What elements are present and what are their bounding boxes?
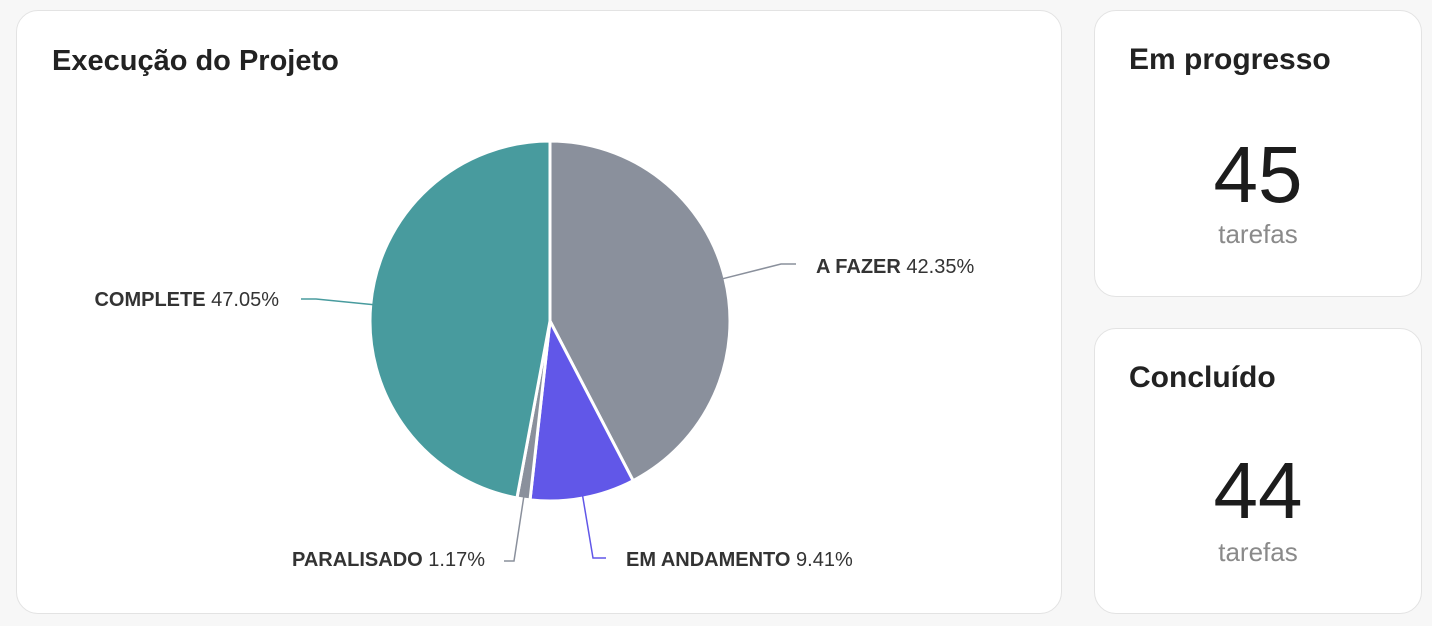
slice-value: 9.41%	[796, 549, 853, 571]
slice-name: A FAZER	[816, 256, 901, 278]
chart: A FAZER 42.35% EM ANDAMENTO 9.41% PARALISA…	[94, 139, 974, 571]
slice-label: COMPLETE 47.05%	[94, 289, 279, 311]
card-title: Em progresso	[1129, 43, 1331, 76]
card-value: 44	[1213, 446, 1303, 535]
slice-name: EM ANDAMENTO	[626, 549, 790, 571]
slice-name: COMPLETE	[94, 289, 205, 311]
leader-line	[301, 298, 373, 306]
leader-line	[504, 496, 525, 562]
slice-label: A FAZER 42.35%	[816, 256, 974, 278]
pie-slice	[368, 139, 552, 500]
slice-label: EM ANDAMENTO 9.41%	[626, 549, 853, 571]
card-unit: tarefas	[1218, 219, 1298, 249]
card-title: Concluído	[1129, 361, 1276, 394]
slice-value: 1.17%	[428, 549, 485, 571]
stat-card: Em progresso 45 tarefas	[1094, 10, 1422, 297]
stat-card: Concluído 44 tarefas	[1094, 328, 1422, 614]
leader-line	[722, 263, 796, 280]
slice-value: 42.35%	[906, 256, 974, 278]
slice-label: PARALISADO 1.17%	[292, 549, 485, 571]
slice-name: PARALISADO	[292, 549, 423, 571]
leader-line	[581, 495, 606, 559]
slice-value: 47.05%	[211, 289, 279, 311]
chart-title: Execução do Projeto	[52, 45, 339, 77]
chart-card: Execução do Projeto A FAZER 42.35% EM AND…	[16, 10, 1062, 614]
card-value: 45	[1213, 130, 1303, 219]
card-unit: tarefas	[1218, 537, 1298, 567]
